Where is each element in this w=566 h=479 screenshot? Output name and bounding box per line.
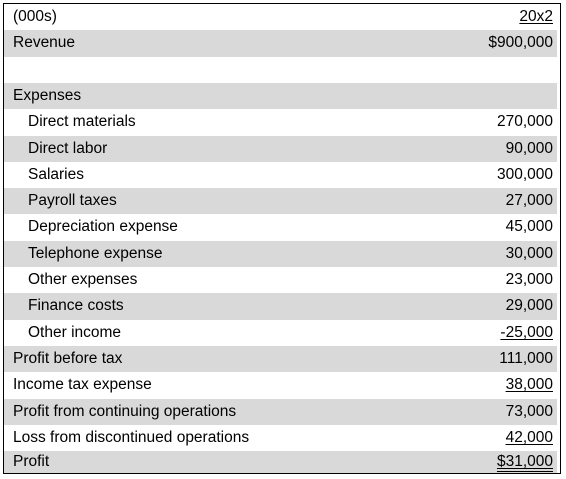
expense-row-payroll-taxes: Payroll taxes 27,000 <box>4 188 557 215</box>
revenue-value: $900,000 <box>488 34 553 52</box>
expense-value: 30,000 <box>505 244 553 262</box>
expense-value: 29,000 <box>505 297 553 315</box>
expense-label: Direct materials <box>28 113 136 131</box>
revenue-label: Revenue <box>13 34 76 52</box>
continuing-operations-label: Profit from continuing operations <box>13 402 237 420</box>
expense-value: -25,000 <box>500 323 553 341</box>
expense-row-other-income: Other income -25,000 <box>4 319 557 346</box>
expense-row-depreciation: Depreciation expense 45,000 <box>4 214 557 241</box>
year-label: 20x2 <box>519 8 553 25</box>
expense-value: 45,000 <box>505 218 553 236</box>
expense-label: Salaries <box>28 165 84 183</box>
expense-value: 270,000 <box>496 113 553 131</box>
expense-value: 23,000 <box>505 271 553 288</box>
profit-label: Profit <box>13 453 50 471</box>
expense-label: Other income <box>28 323 122 341</box>
expense-label: Telephone expense <box>28 244 163 262</box>
discontinued-operations-row: Loss from discontinued operations 42,000 <box>4 424 557 452</box>
expense-row-finance-costs: Finance costs 29,000 <box>4 293 557 320</box>
expense-row-direct-materials: Direct materials 270,000 <box>4 109 557 136</box>
blank-row <box>4 56 557 83</box>
expense-label: Depreciation expense <box>28 218 178 236</box>
profit-before-tax-row: Profit before tax 111,000 <box>4 345 557 373</box>
expense-value: 27,000 <box>505 192 553 210</box>
profit-before-tax-label: Profit before tax <box>13 349 123 367</box>
expense-label: Direct labor <box>28 139 108 157</box>
expense-label: Finance costs <box>28 297 124 315</box>
discontinued-operations-label: Loss from discontinued operations <box>13 428 250 446</box>
continuing-operations-value: 73,000 <box>505 402 553 420</box>
income-tax-row: Income tax expense 38,000 <box>4 372 557 399</box>
continuing-operations-row: Profit from continuing operations 73,000 <box>4 398 557 425</box>
expense-value: 90,000 <box>505 139 553 157</box>
expense-label: Other expenses <box>28 271 138 288</box>
expenses-heading-row: Expenses <box>4 82 557 110</box>
unit-label: (000s) <box>13 8 57 25</box>
income-tax-value: 38,000 <box>505 376 553 394</box>
expenses-heading: Expenses <box>13 86 82 104</box>
profit-row: Profit $31,000 <box>4 451 557 474</box>
discontinued-operations-value: 42,000 <box>505 428 553 446</box>
expense-row-other-expenses: Other expenses 23,000 <box>4 267 557 294</box>
expense-row-telephone: Telephone expense 30,000 <box>4 240 557 267</box>
profit-before-tax-value: 111,000 <box>499 349 553 367</box>
expense-value: 300,000 <box>496 165 553 183</box>
revenue-row: Revenue $900,000 <box>4 30 557 57</box>
expense-row-direct-labor: Direct labor 90,000 <box>4 135 557 162</box>
expense-row-salaries: Salaries 300,000 <box>4 161 557 189</box>
profit-value: $31,000 <box>496 453 553 471</box>
expense-label: Payroll taxes <box>28 192 117 210</box>
income-tax-label: Income tax expense <box>13 376 152 394</box>
header-row: (000s) 20x2 <box>4 4 557 31</box>
